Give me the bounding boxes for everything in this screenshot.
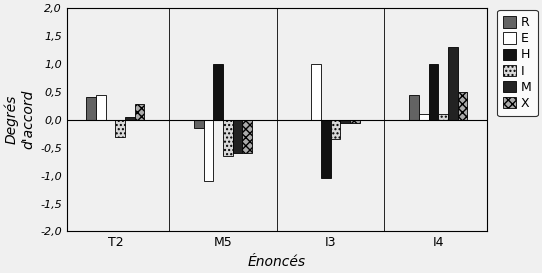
Bar	[311, 64, 321, 120]
Bar	[350, 120, 360, 123]
Bar	[86, 97, 96, 120]
Bar	[125, 117, 135, 120]
Bar	[409, 95, 419, 120]
X-axis label: Énoncés: Énoncés	[248, 255, 306, 269]
Bar	[321, 120, 331, 178]
Bar	[331, 120, 340, 139]
Bar	[457, 92, 467, 120]
Bar	[340, 120, 350, 123]
Bar	[419, 114, 429, 120]
Bar	[242, 120, 252, 153]
Bar	[233, 120, 242, 153]
Bar	[96, 95, 106, 120]
Y-axis label: Degrés
d'accord: Degrés d'accord	[4, 90, 35, 150]
Bar	[115, 120, 125, 136]
Bar	[448, 47, 457, 120]
Bar	[223, 120, 233, 156]
Bar	[194, 120, 204, 128]
Bar	[429, 64, 438, 120]
Legend: R, E, H, I, M, X: R, E, H, I, M, X	[497, 10, 538, 116]
Bar	[438, 114, 448, 120]
Bar	[214, 64, 223, 120]
Bar	[135, 104, 145, 120]
Bar	[204, 120, 214, 181]
